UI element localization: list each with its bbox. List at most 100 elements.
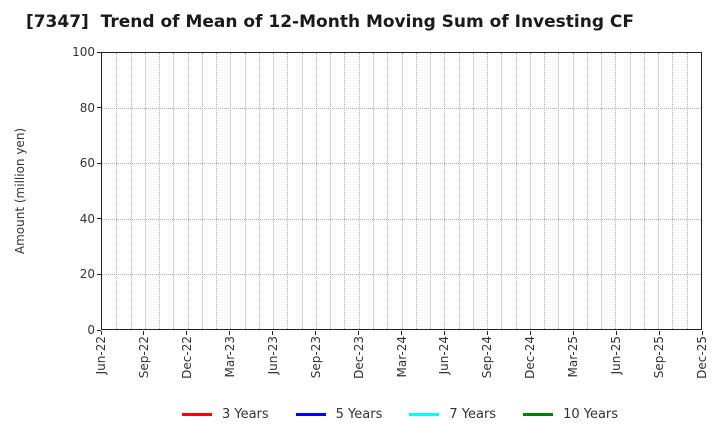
legend-label: 5 Years [335,406,383,422]
y-tick-mark [97,274,101,275]
v-gridline [230,53,232,329]
v-gridline [130,53,132,329]
x-tick-label: Sep-23 [308,336,323,379]
v-gridline [415,53,417,329]
v-gridline [458,53,460,329]
v-gridline [273,53,275,329]
legend-item: 10 Years [523,407,618,422]
v-gridline [187,53,189,329]
v-gridline [258,53,260,329]
legend-swatch [181,412,212,416]
x-tick-mark [186,331,187,335]
v-gridline [159,53,161,329]
legend: 3 Years 5 Years 7 Years 10 Years [80,404,720,424]
v-gridline [116,53,118,329]
x-tick-label: Sep-22 [136,336,151,379]
v-gridline [487,53,489,329]
v-gridline [287,53,289,329]
y-tick-mark [97,330,101,331]
legend-swatch [523,412,554,416]
y-axis-label: Amount (million yen) [13,127,27,255]
v-gridline [658,53,660,329]
x-tick-mark [616,331,617,335]
x-tick-label: Dec-22 [179,336,194,379]
v-gridline [572,53,574,329]
v-gridline [244,53,246,329]
x-tick-mark [229,331,230,335]
chart-title: [7347] Trend of Mean of 12-Month Moving … [25,12,635,32]
v-gridline [201,53,203,329]
h-gridline [102,218,701,220]
v-gridline [430,53,432,329]
v-gridline [330,53,332,329]
v-gridline [144,53,146,329]
v-gridline [444,53,446,329]
x-tick-mark [101,331,102,335]
x-tick-label: Dec-23 [351,336,366,379]
v-gridline [344,53,346,329]
x-tick-label: Sep-24 [480,336,495,379]
v-gridline [558,53,560,329]
v-gridline [401,53,403,329]
legend-item: 7 Years [409,407,496,422]
series-layer [102,53,701,329]
x-tick-label: Jun-22 [94,336,108,375]
x-tick-mark [143,331,144,335]
v-gridline [315,53,317,329]
v-gridline [615,53,617,329]
v-gridline [686,53,688,329]
h-gridline [102,273,701,275]
x-tick-label: Mar-23 [222,336,237,378]
legend-item: 3 Years [181,406,269,422]
x-tick-label: Dec-24 [523,336,538,379]
x-tick-label: Mar-25 [566,336,581,378]
v-gridline [643,53,645,329]
y-tick-label: 60 [79,156,95,171]
v-gridline [515,53,517,329]
v-gridline [672,53,674,329]
v-gridline [372,53,374,329]
v-gridline [586,53,588,329]
y-tick-label: 80 [79,100,95,115]
legend-item: 5 Years [295,406,383,422]
v-gridline [529,53,531,329]
y-tick-label: 20 [79,267,95,282]
legend-swatch [295,412,326,416]
x-tick-label: Jun-24 [437,336,452,375]
x-tick-mark [444,331,445,335]
y-tick-mark [97,163,101,164]
x-tick-mark [530,331,531,335]
v-gridline [472,53,474,329]
x-tick-mark [573,331,574,335]
h-gridline [102,163,701,165]
x-tick-mark [358,331,359,335]
x-tick-label: Mar-24 [394,336,409,378]
x-tick-mark [659,331,660,335]
v-gridline [544,53,546,329]
legend-swatch [409,412,440,416]
y-tick-mark [97,218,101,219]
v-gridline [501,53,503,329]
y-tick-label: 40 [79,211,95,226]
legend-label: 10 Years [563,406,619,422]
x-tick-mark [401,331,402,335]
x-tick-mark [272,331,273,335]
x-tick-label: Dec-25 [695,336,709,379]
plot-area [101,52,702,330]
x-tick-mark [487,331,488,335]
v-gridline [216,53,218,329]
legend-label: 7 Years [449,406,497,422]
x-tick-mark [315,331,316,335]
v-gridline [301,53,303,329]
x-tick-label: Jun-25 [609,336,624,375]
y-tick-mark [97,107,101,108]
v-gridline [173,53,175,329]
y-tick-label: 0 [87,323,95,337]
v-gridline [629,53,631,329]
v-gridline [601,53,603,329]
legend-label: 3 Years [221,406,269,422]
v-gridline [387,53,389,329]
x-tick-mark [702,331,703,335]
x-tick-label: Sep-25 [652,336,667,379]
